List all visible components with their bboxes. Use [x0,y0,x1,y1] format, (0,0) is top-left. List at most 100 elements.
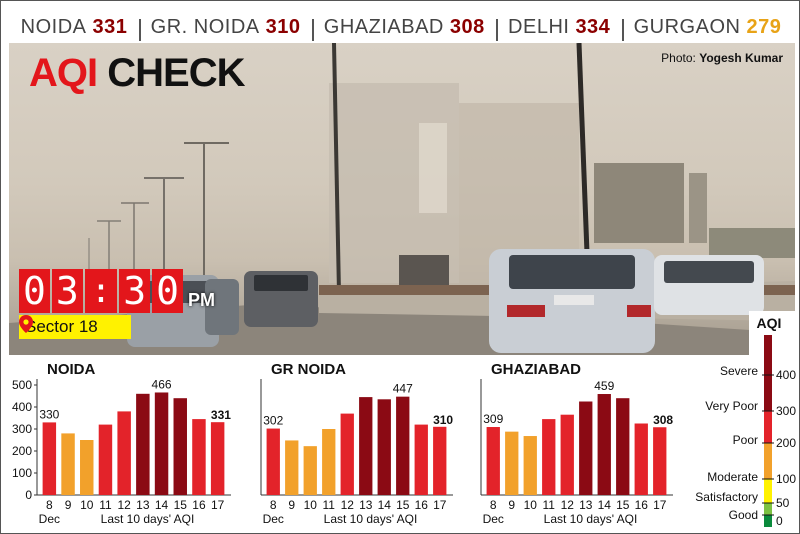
minute-digit-2: 0 [152,269,184,313]
bar [377,399,391,495]
bar [80,440,94,495]
time-ampm: PM [188,290,216,310]
bar [285,440,299,495]
x-tick-label: 10 [524,498,538,512]
x-tick-label: 11 [543,498,556,512]
x-tick-label: 14 [598,498,612,512]
legend-tick-label: 100 [776,472,796,486]
data-label: 310 [433,413,453,427]
data-label: 302 [263,414,283,428]
x-tick-label: 8 [46,498,53,512]
y-tick-label: 500 [12,378,32,392]
legend-color-band [764,411,772,443]
x-tick-label: 17 [433,498,447,512]
x-tick-label: 11 [99,498,112,512]
bar [136,393,150,495]
legend-category: Severe [720,364,758,378]
data-label: 466 [152,377,172,391]
x-tick-label: 15 [174,498,188,512]
data-label: 447 [393,382,413,396]
bar [542,419,556,495]
bar-chart-svg: GR NOIDA 8 302 9 10 11 12 13 14 15 447 16 17 310 Dec La… [260,361,453,526]
bar [634,423,648,495]
city-delhi: DELHI 334 [496,16,622,41]
hour-digit-1: 0 [19,269,50,313]
x-tick-label: 9 [508,498,515,512]
city-value: 310 [265,15,301,38]
bar [210,422,225,495]
time-display: 0 3 : 3 0 PM [19,269,215,313]
x-tick-label: 13 [136,498,150,512]
bar [192,419,206,495]
bar [154,392,169,495]
bar [61,433,75,495]
x-tick-label: 13 [579,498,593,512]
city-gr-noida: GR. NOIDA 310 [139,15,312,41]
legend-category: Good [729,508,758,522]
x-tick-label: 10 [304,498,318,512]
smog-photo: AQI CHECK Photo: Yogesh Kumar 0 3 : 3 0 … [9,43,795,355]
legend-tick-label: 50 [776,496,790,510]
chart-title: GHAZIABAD [491,361,581,378]
x-tick-label: 9 [65,498,72,512]
bar [340,413,354,495]
bar [98,424,113,495]
legend-category: Satisfactory [695,490,758,504]
x-axis-label: Last 10 days' AQI [324,512,418,526]
bar [266,428,280,495]
x-tick-label: 14 [378,498,392,512]
data-label: 308 [653,413,673,427]
x-month-label: Dec [263,512,284,526]
legend-color-band [764,335,772,411]
bar [359,397,373,495]
bar [433,426,447,495]
city-gurgaon: GURGAON 279 [621,15,793,41]
legend-title: AQI [757,315,782,331]
data-label: 309 [483,412,503,426]
x-tick-label: 14 [155,498,169,512]
bar [616,398,630,495]
bar [579,401,593,495]
bar [597,394,611,495]
legend-tick-label: 0 [776,514,783,527]
legend-color-band [764,479,772,503]
chart-title: GR NOIDA [271,361,346,378]
bar-chart-svg: GHAZIABAD 8 309 9 10 11 12 13 14 459 15 16 17 308 Dec L… [480,361,673,526]
photo-scene [9,43,795,355]
city-value: 308 [449,15,485,38]
x-tick-label: 8 [270,498,277,512]
bar [523,436,537,495]
bar [42,422,57,495]
hour-digit-2: 3 [51,269,83,313]
bar-chart-svg: NOIDA 0 100 200 300 400 500 8 330 9 10 11 12 13 14 466 1… [12,361,231,526]
bar [322,429,336,495]
bar [560,414,574,495]
city-value: 331 [92,15,128,38]
city-value: 279 [746,15,782,38]
legend-category: Moderate [707,470,758,484]
photo-credit: Photo: Yogesh Kumar [661,51,783,65]
y-tick-label: 100 [12,466,32,480]
x-tick-label: 13 [359,498,373,512]
chart-noida: NOIDA 0 100 200 300 400 500 8 330 9 10 11 12 13 14 466 1… [1,357,249,534]
x-tick-label: 11 [323,498,336,512]
x-tick-label: 15 [616,498,630,512]
bar [486,427,500,495]
x-tick-label: 16 [192,498,206,512]
y-tick-label: 300 [12,422,32,436]
legend-background [749,311,797,527]
x-tick-label: 16 [415,498,429,512]
legend-tick-label: 400 [776,368,796,382]
x-tick-label: 8 [490,498,497,512]
city-aqi-bar: NOIDA 331 GR. NOIDA 310 GHAZIABAD 308 DELHI… [9,11,793,43]
bar [653,427,667,495]
legend-tick-label: 200 [776,436,796,450]
y-tick-label: 200 [12,444,32,458]
x-tick-label: 12 [117,498,131,512]
x-tick-label: 17 [211,498,225,512]
legend-color-band [764,515,772,527]
location-tag: Sector 18 [19,315,131,339]
y-tick-label: 400 [12,400,32,414]
legend-tick-label: 300 [776,404,796,418]
